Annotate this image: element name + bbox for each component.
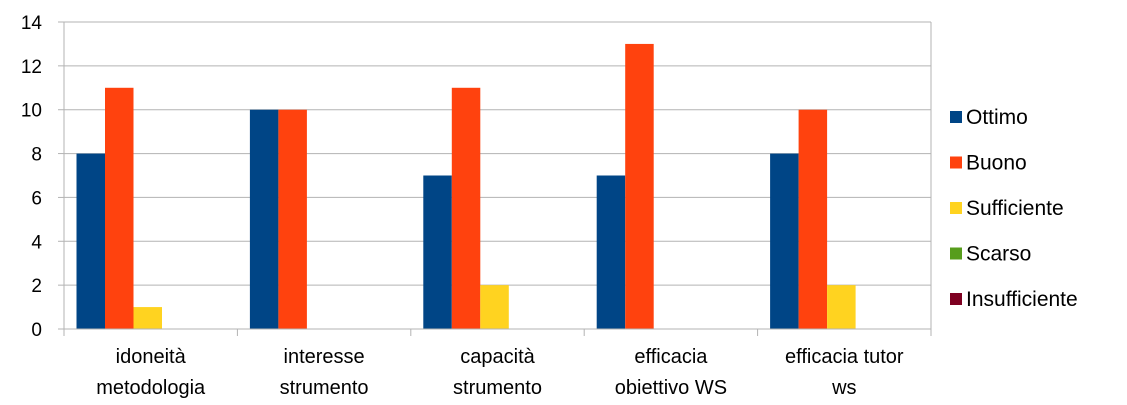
bar-ottimo xyxy=(596,175,626,329)
bar-ottimo xyxy=(249,109,279,329)
y-tick-label: 8 xyxy=(31,145,42,166)
legend-label: Scarso xyxy=(966,243,1031,266)
gridlines xyxy=(64,21,931,330)
legend-swatch xyxy=(950,293,962,305)
legend-label: Insufficiente xyxy=(966,288,1078,311)
bar-sufficiente xyxy=(133,307,162,329)
bar-sufficiente xyxy=(480,285,509,329)
axes xyxy=(63,22,932,336)
bar-buono xyxy=(105,87,134,330)
bars xyxy=(76,43,856,330)
y-tick-label: 4 xyxy=(31,232,42,253)
x-category-label: efficacia obiettivo WS xyxy=(615,346,727,399)
x-axis-categories: idoneità metodologia interesse strumento cap… xyxy=(96,346,904,399)
legend-label: Ottimo xyxy=(966,106,1028,129)
legend-swatch xyxy=(950,247,962,260)
bar-buono xyxy=(278,109,307,329)
y-tick-label: 12 xyxy=(21,57,42,78)
legend-swatch xyxy=(950,156,962,169)
x-category-label: idoneità metodologia xyxy=(96,346,206,399)
legend-label: Buono xyxy=(966,152,1027,175)
bar-sufficiente xyxy=(827,285,856,329)
bar-buono xyxy=(625,43,654,330)
legend-swatch xyxy=(950,202,962,214)
y-axis-ticks: 0 2 4 6 8 10 12 14 xyxy=(21,13,64,341)
bar-ottimo xyxy=(76,153,105,329)
x-category-label: efficacia tutor ws xyxy=(785,346,904,399)
x-category-label: capacità strumento xyxy=(453,346,542,399)
y-tick-label: 6 xyxy=(31,188,42,209)
bar-buono xyxy=(798,109,828,329)
legend: Ottimo Buono Sufficiente Scarso Insufficient… xyxy=(950,106,1078,311)
bar-ottimo xyxy=(770,153,799,329)
y-tick-label: 0 xyxy=(31,320,42,341)
legend-label: Sufficiente xyxy=(966,197,1064,220)
y-tick-label: 14 xyxy=(21,13,43,34)
x-category-label: interesse strumento xyxy=(280,346,369,399)
bar-ottimo xyxy=(423,175,452,329)
legend-swatch xyxy=(950,111,962,123)
y-tick-label: 10 xyxy=(21,101,42,122)
bar-buono xyxy=(451,87,481,330)
y-tick-label: 2 xyxy=(31,276,42,297)
